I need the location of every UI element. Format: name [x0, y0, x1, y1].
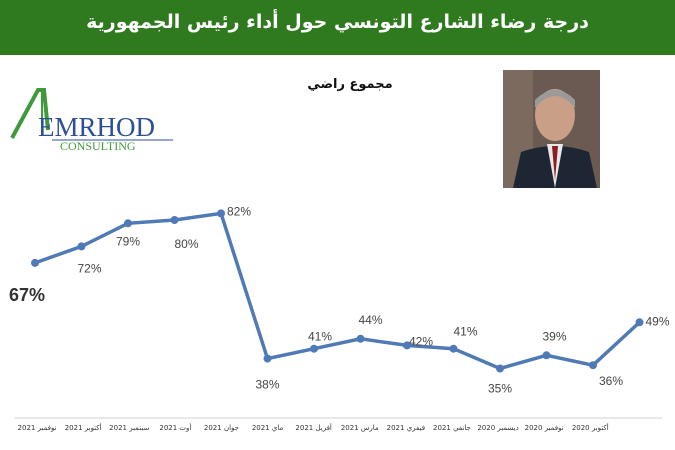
president-portrait [503, 70, 600, 188]
data-label: 44% [358, 313, 382, 327]
x-tick-label: جوان 2021 [204, 424, 239, 432]
x-tick-label: أكتوبر 2020 [572, 423, 609, 432]
data-point [589, 361, 597, 370]
data-label: 36% [599, 374, 623, 388]
data-point [124, 219, 132, 228]
data-point [635, 318, 644, 327]
data-point [496, 364, 504, 373]
x-tick-label: ديسمبر 2020 [477, 424, 518, 432]
x-tick-label: أكتوبر 2021 [65, 423, 102, 432]
x-tick-label: سبتمبر 2021 [109, 424, 149, 432]
data-point [217, 209, 225, 218]
data-label: 38% [255, 378, 279, 392]
x-tick-label: نوفمبر 2021 [18, 424, 57, 432]
x-tick-label: جانفي 2021 [433, 424, 471, 432]
data-label: 39% [542, 329, 566, 343]
x-tick-label: أفريل 2021 [295, 423, 332, 432]
x-tick-label: أوت 2021 [159, 423, 191, 432]
data-point [356, 334, 365, 343]
logo-text-consulting: CONSULTING [60, 139, 136, 153]
data-label: 80% [174, 237, 198, 251]
company-logo: EMRHOD CONSULTING [8, 78, 176, 158]
chart-title: مجموع راضي [307, 77, 393, 92]
data-label: 67% [9, 285, 45, 305]
data-label: 41% [453, 325, 477, 339]
data-label: 49% [645, 314, 669, 328]
data-point [31, 258, 39, 267]
series-line [34, 211, 641, 371]
data-point [77, 242, 86, 251]
data-point [449, 344, 458, 353]
data-point [263, 354, 272, 363]
data-label: 41% [308, 330, 332, 344]
data-label: 35% [488, 382, 512, 396]
x-tick-label: ماي 2021 [252, 424, 284, 432]
header-bar: درجة رضاء الشارع التونسي حول أداء رئيس ا… [0, 0, 675, 55]
x-tick-label: نوفمبر 2020 [525, 424, 564, 432]
page-title: درجة رضاء الشارع التونسي حول أداء رئيس ا… [86, 11, 589, 33]
data-point [310, 344, 318, 353]
data-label: 42% [409, 334, 433, 348]
data-point [403, 341, 411, 350]
data-point [170, 216, 179, 224]
data-label: 72% [77, 261, 101, 275]
x-tick-label: مارس 2021 [341, 424, 379, 432]
logo-text-emrhod: EMRHOD [38, 112, 155, 142]
data-point [542, 351, 551, 360]
data-label: 82% [227, 204, 251, 218]
data-label: 79% [116, 234, 140, 248]
x-tick-label: فيفري 2021 [387, 424, 425, 432]
